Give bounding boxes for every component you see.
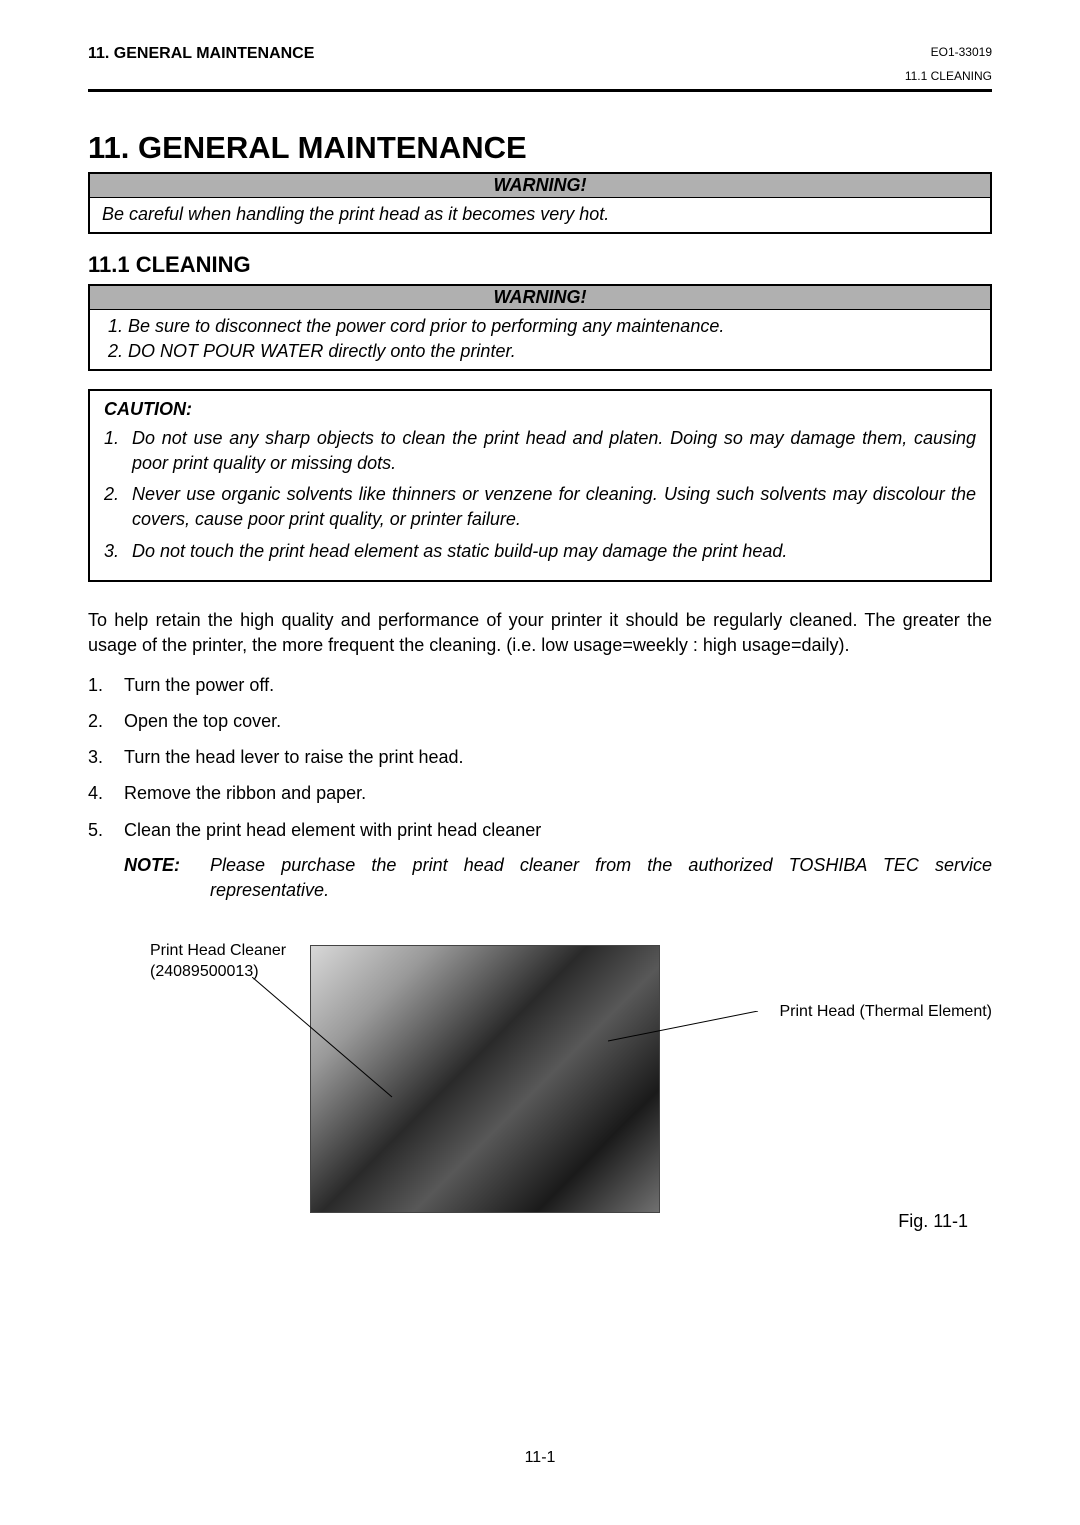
note-text: Please purchase the print head cleaner f… [210,853,992,903]
warning-2-item: Be sure to disconnect the power cord pri… [108,314,978,338]
thermal-element-label: Print Head (Thermal Element) [779,1003,992,1021]
steps-list: 1.Turn the power off. 2.Open the top cov… [88,672,992,842]
warning-2-list: Be sure to disconnect the power cord pri… [102,314,978,363]
warning-1-body: Be careful when handling the print head … [90,198,990,232]
figure-caption: Fig. 11-1 [898,1211,968,1232]
header-subsection: 11.1 CLEANING [905,69,992,83]
step-item: 3.Turn the head lever to raise the print… [88,744,992,770]
warning-box-2: WARNING! Be sure to disconnect the power… [88,284,992,371]
step-item: 2.Open the top cover. [88,708,992,734]
warning-box-1: WARNING! Be careful when handling the pr… [88,172,992,234]
step-item: 5.Clean the print head element with prin… [88,817,992,843]
step-item: 4.Remove the ribbon and paper. [88,780,992,806]
page-title: 11. GENERAL MAINTENANCE [88,130,992,166]
header-section-title: 11. GENERAL MAINTENANCE [88,45,314,63]
figure-area: Print Head Cleaner (24089500013) Print H… [88,941,992,1261]
printer-photo [310,945,660,1213]
header-rule [88,89,992,92]
caution-item: 2.Never use organic solvents like thinne… [104,482,976,532]
warning-1-title: WARNING! [90,174,990,198]
cleaner-label-line1: Print Head Cleaner [150,941,286,962]
warning-2-item: DO NOT POUR WATER directly onto the prin… [108,339,978,363]
doc-code: EO1-33019 [905,45,992,59]
caution-box: CAUTION: 1.Do not use any sharp objects … [88,389,992,582]
page-number: 11-1 [0,1449,1080,1467]
caution-item: 1.Do not use any sharp objects to clean … [104,426,976,476]
header-doc-code: EO1-33019 11.1 CLEANING [905,45,992,83]
subsection-title: 11.1 CLEANING [88,252,992,278]
warning-2-title: WARNING! [90,286,990,310]
caution-title: CAUTION: [104,399,976,420]
caution-list: 1.Do not use any sharp objects to clean … [104,426,976,564]
caution-item: 3.Do not touch the print head element as… [104,539,976,564]
note-row: NOTE: Please purchase the print head cle… [124,853,992,903]
cleaner-label: Print Head Cleaner (24089500013) [150,941,286,983]
step-item: 1.Turn the power off. [88,672,992,698]
cleaner-label-line2: (24089500013) [150,962,286,983]
body-paragraph: To help retain the high quality and perf… [88,608,992,658]
note-label: NOTE: [124,853,210,903]
